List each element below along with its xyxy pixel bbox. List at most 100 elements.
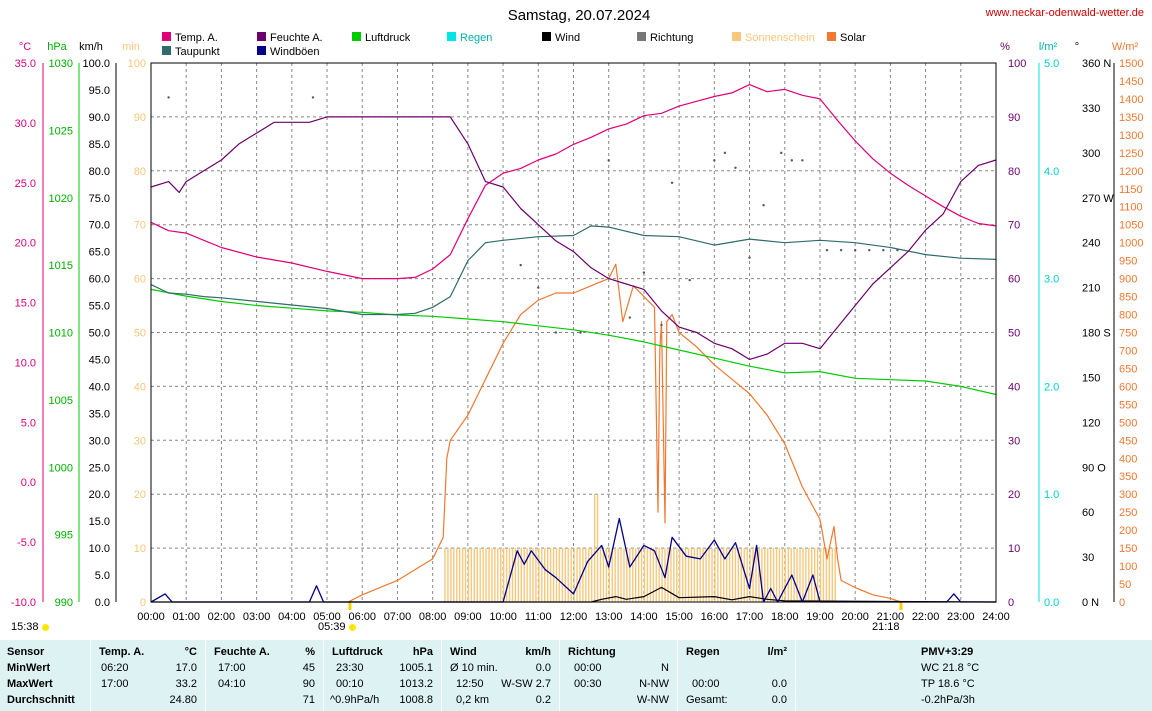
sun-icon bbox=[41, 623, 49, 631]
solar-tick-label: 100 bbox=[1119, 561, 1137, 573]
kmh-tick-label: 5.0 bbox=[95, 570, 110, 582]
minutes-tick-label: 20 bbox=[134, 489, 146, 501]
legend-label: Feuchte A. bbox=[270, 32, 323, 44]
wind-r2-value: W-SW 2.7 bbox=[501, 678, 551, 690]
legend-swatch bbox=[732, 32, 741, 41]
hum-unit: % bbox=[305, 646, 315, 658]
dir-r1-time: 00:00 bbox=[574, 662, 602, 674]
dir-r3-value: W-NW bbox=[636, 694, 669, 706]
dir-r1-value: N bbox=[661, 662, 669, 674]
summary-direction-column: Richtung 00:00 N 00:30 N-NW W-NW bbox=[559, 640, 677, 711]
solar-tick-label: 0 bbox=[1119, 597, 1125, 609]
kmh-tick-label: 80.0 bbox=[89, 166, 110, 178]
temp-unit: °C bbox=[184, 646, 197, 658]
chart-legend: Temp. A. Taupunkt Feuchte A. Windböen Luftdr… bbox=[162, 32, 866, 58]
rain-tick-label: 4.0 bbox=[1044, 166, 1059, 178]
direction-point bbox=[670, 181, 674, 184]
time-tick-label: 17:00 bbox=[736, 611, 764, 623]
series-line-wind bbox=[151, 586, 997, 603]
time-tick-label: 12:00 bbox=[560, 611, 588, 623]
temp-tick-label: 15.0 bbox=[15, 298, 36, 310]
kmh-tick-label: 25.0 bbox=[89, 462, 110, 474]
direction-tick-label: 180 S bbox=[1082, 328, 1111, 340]
dir-r2-value: N-NW bbox=[639, 678, 669, 690]
time-tick-label: 06:00 bbox=[348, 611, 376, 623]
direction-point bbox=[734, 166, 737, 170]
rain-tick-label: 5.0 bbox=[1044, 58, 1059, 70]
axis-unit-left: °C bbox=[19, 41, 31, 53]
direction-tick-label: 360 N bbox=[1082, 58, 1111, 70]
source-link[interactable]: www.neckar-odenwald-wetter.de bbox=[985, 7, 1144, 19]
press-unit: hPa bbox=[412, 646, 433, 658]
pressure-tick-label: 1020 bbox=[49, 193, 73, 205]
sensor-header: Sensor bbox=[7, 646, 45, 658]
temp-max-value: 33.2 bbox=[175, 678, 197, 690]
direction-tick-label: 0 N bbox=[1082, 597, 1099, 609]
time-tick-label: 08:00 bbox=[419, 611, 447, 623]
rain-r2-time: 00:00 bbox=[692, 678, 720, 690]
rain-r2-value: 0.0 bbox=[771, 678, 787, 690]
time-tick-label: 24:00 bbox=[982, 611, 1010, 623]
series-line-taupunkt bbox=[150, 225, 997, 316]
temp-tick-label: -5.0 bbox=[17, 537, 36, 549]
humidity-tick-label: 90 bbox=[1008, 112, 1020, 124]
humidity-tick-label: 100 bbox=[1008, 58, 1026, 70]
legend-label: Luftdruck bbox=[365, 32, 411, 44]
hum-min-time: 17:00 bbox=[218, 662, 246, 674]
summary-wind-column: Wind km/h Ø 10 min. 0.0 12:50 W-SW 2.7 0… bbox=[441, 640, 559, 711]
direction-point bbox=[311, 96, 315, 99]
legend-label: Solar bbox=[840, 32, 866, 44]
time-tick-label: 09:00 bbox=[454, 611, 482, 623]
solar-tick-label: 50 bbox=[1119, 579, 1131, 591]
direction-tick-label: 300 bbox=[1082, 148, 1100, 160]
direction-tick-label: 60 bbox=[1082, 507, 1094, 519]
direction-point bbox=[762, 204, 765, 207]
direction-point bbox=[853, 248, 857, 252]
kmh-tick-label: 95.0 bbox=[89, 85, 110, 97]
solar-tick-label: 350 bbox=[1119, 471, 1137, 483]
hum-header: Feuchte A. bbox=[214, 646, 270, 658]
press-min-value: 1005.1 bbox=[399, 662, 433, 674]
kmh-tick-label: 100.0 bbox=[82, 58, 110, 70]
press-max-value: 1013.2 bbox=[399, 678, 433, 690]
temp-tick-label: -10.0 bbox=[11, 597, 36, 609]
minutes-tick-label: 70 bbox=[134, 220, 146, 232]
minutes-tick-label: 40 bbox=[134, 381, 146, 393]
time-tick-label: 10:00 bbox=[489, 611, 517, 623]
legend-label: Sonnenschein bbox=[745, 32, 815, 44]
direction-tick-label: 150 bbox=[1082, 372, 1100, 384]
solar-tick-label: 1000 bbox=[1119, 238, 1143, 250]
series-line-windb-en bbox=[150, 517, 996, 603]
solar-tick-label: 700 bbox=[1119, 345, 1137, 357]
solar-tick-label: 850 bbox=[1119, 292, 1137, 304]
humidity-tick-label: 60 bbox=[1008, 274, 1020, 286]
hum-avg-value: 71 bbox=[302, 694, 315, 706]
rain-tick-label: 1.0 bbox=[1044, 489, 1059, 501]
solar-tick-label: 550 bbox=[1119, 399, 1137, 411]
rain-tick-label: 0.0 bbox=[1044, 597, 1059, 609]
axis-ticks: 35.0 30.0 25.0 20.0 15.0 10.0 5.0 0.0 -5.0 -10.0 1… bbox=[11, 58, 1144, 623]
humidity-tick-label: 30 bbox=[1008, 435, 1020, 447]
axis-unit-left: min bbox=[122, 41, 140, 53]
solar-tick-label: 900 bbox=[1119, 274, 1137, 286]
time-tick-label: 23:00 bbox=[947, 611, 975, 623]
solar-tick-label: 750 bbox=[1119, 328, 1137, 340]
wind-r1-label: Ø 10 min. bbox=[450, 662, 498, 674]
legend-swatch bbox=[257, 32, 266, 41]
legend-swatch bbox=[637, 32, 646, 41]
chart-title: Samstag, 20.07.2024 bbox=[508, 7, 651, 24]
wind-r1-value: 0.0 bbox=[535, 662, 551, 674]
pmv-windchill: WC 21.8 °C bbox=[921, 662, 980, 674]
pressure-tick-label: 1015 bbox=[49, 260, 73, 272]
pressure-tick-label: 1010 bbox=[49, 328, 73, 340]
sunrise-label: 05:39 bbox=[318, 621, 356, 633]
temp-tick-label: 20.0 bbox=[15, 238, 36, 250]
row-label-max: MaxWert bbox=[7, 678, 53, 690]
time-tick-label: 21:00 bbox=[877, 611, 905, 623]
solar-tick-label: 1100 bbox=[1119, 202, 1143, 214]
hum-max-value: 90 bbox=[302, 678, 315, 690]
time-tick-label: 05:00 bbox=[313, 611, 341, 623]
direction-point bbox=[537, 286, 540, 289]
plot-area bbox=[150, 83, 997, 603]
direction-point bbox=[839, 248, 843, 252]
